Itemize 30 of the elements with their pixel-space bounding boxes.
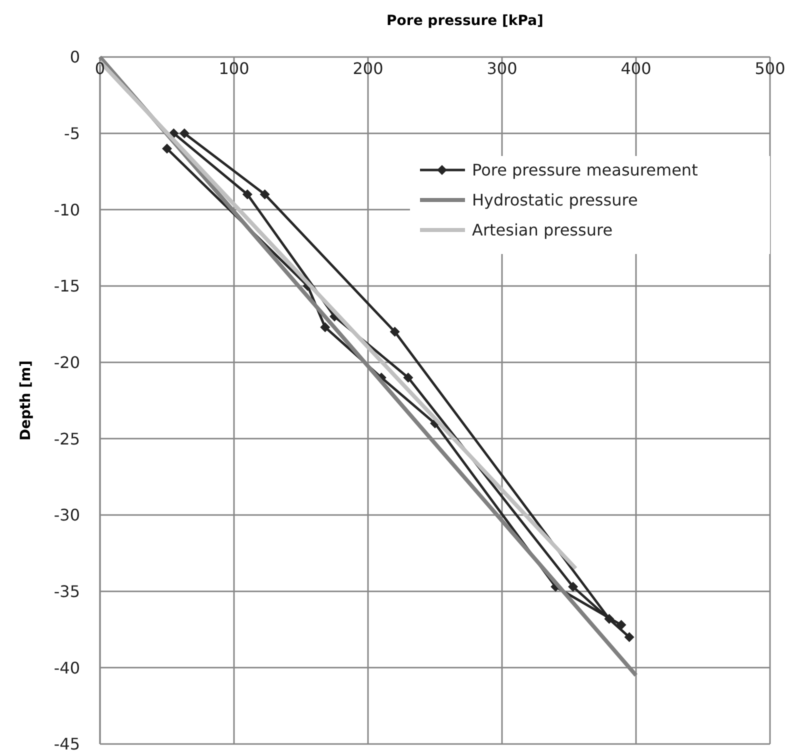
point bbox=[403, 372, 414, 383]
y-tick-label: -5 bbox=[64, 124, 80, 143]
x-axis-title: Pore pressure [kPa] bbox=[386, 13, 544, 29]
y-tick-label: -15 bbox=[54, 276, 80, 296]
y-tick-label: -45 bbox=[54, 734, 80, 754]
y-axis-title: Depth [m] bbox=[18, 360, 34, 441]
x-tick-label: 300 bbox=[486, 58, 518, 78]
y-tick-label: -10 bbox=[54, 200, 80, 220]
legend-label: Artesian pressure bbox=[472, 220, 613, 240]
y-tick-label: -20 bbox=[54, 352, 80, 372]
y-tick-label: -30 bbox=[54, 506, 80, 525]
y-tick-label: -35 bbox=[54, 582, 80, 601]
point bbox=[568, 582, 578, 592]
point bbox=[162, 144, 172, 154]
point bbox=[260, 189, 270, 200]
legend-label: Pore pressure measurement bbox=[472, 160, 698, 180]
point bbox=[320, 322, 330, 332]
point bbox=[390, 326, 400, 337]
y-tick-label: -25 bbox=[54, 429, 80, 448]
point bbox=[179, 128, 190, 138]
point bbox=[242, 189, 252, 200]
x-tick-label: 100 bbox=[218, 58, 250, 78]
legend-label: Hydrostatic pressure bbox=[472, 190, 638, 210]
x-tick-label: 0 bbox=[94, 58, 106, 78]
point bbox=[624, 632, 634, 642]
y-tick-label: -40 bbox=[54, 658, 80, 678]
x-tick-label: 200 bbox=[352, 58, 384, 78]
point bbox=[616, 620, 626, 630]
x-tick-label: 400 bbox=[620, 58, 652, 78]
x-tick-label: 500 bbox=[754, 58, 786, 78]
